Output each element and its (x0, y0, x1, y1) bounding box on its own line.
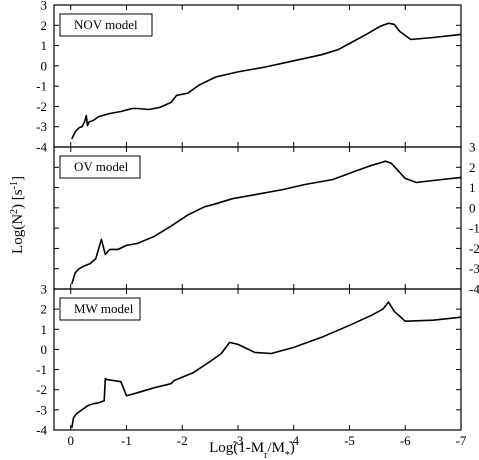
y-tick-label: 0 (469, 200, 476, 215)
y-tick-label: 1 (469, 180, 476, 195)
x-tick-label: -6 (400, 433, 411, 448)
y-axis-title: Log(N2) [s-1] (9, 176, 27, 254)
x-tick-label: 0 (67, 433, 74, 448)
legend-label: OV model (74, 159, 129, 174)
y-tick-label: 3 (41, 282, 48, 297)
y-tick-label: -4 (36, 140, 47, 155)
panel-1: 3 2 1 0 -1 -2 -3 -4 NOV model (36, 0, 462, 155)
x-axis-title: Log(1-Mr/M*) (209, 440, 295, 460)
y-tick-label: 0 (41, 58, 48, 73)
series-line (71, 301, 462, 429)
legend-box (59, 13, 153, 37)
x-tick-label: -3 (233, 433, 244, 448)
x-tick-label: -7 (456, 433, 467, 448)
y-tick-label: -3 (36, 402, 47, 417)
panel-frame (53, 288, 462, 431)
panel-2: 3 2 1 0 -1 -2 -3 -4 3 OV model (41, 140, 479, 297)
panel-3: 2 1 0 -1 -2 -3 -4 MW model (36, 288, 462, 438)
y-tick-label: 3 (469, 140, 476, 155)
y-tick-label: -1 (469, 221, 479, 236)
y-tick-label: -2 (469, 241, 479, 256)
y-tick-label: 3 (41, 0, 48, 13)
y-tick-label: 2 (41, 18, 48, 33)
series-line (71, 160, 462, 285)
legend-label: NOV model (74, 17, 138, 32)
x-tick-label: -4 (288, 433, 299, 448)
legend-label: MW model (74, 301, 134, 316)
x-tick-label: -2 (177, 433, 188, 448)
y-tick-label: -1 (36, 79, 47, 94)
legend: NOV model (59, 13, 153, 37)
y-tick-label: 2 (41, 302, 48, 317)
y-tick-label: -1 (36, 362, 47, 377)
y-tick-label: -2 (36, 382, 47, 397)
y-tick-label: 2 (469, 160, 476, 175)
legend-box (59, 155, 141, 179)
legend: MW model (59, 297, 141, 321)
legend: OV model (59, 155, 141, 179)
legend-box (59, 297, 141, 321)
y-tick-label: -3 (469, 261, 479, 276)
y-tick-label: 0 (41, 342, 48, 357)
y-tick-label: -2 (36, 99, 47, 114)
series-line (71, 22, 462, 140)
plot-area: 3 2 1 0 -1 -2 -3 -4 NOV model 3 2 1 0 -1 -2 -3 -4 3 OV mod… (36, 0, 479, 448)
y-tick-label: -4 (36, 423, 47, 438)
x-tick-label: -1 (121, 433, 132, 448)
y-tick-label: 1 (41, 38, 48, 53)
y-tick-label: 1 (41, 322, 48, 337)
y-tick-label: -4 (469, 282, 479, 297)
x-tick-label: -5 (344, 433, 355, 448)
y-tick-label: -3 (36, 119, 47, 134)
